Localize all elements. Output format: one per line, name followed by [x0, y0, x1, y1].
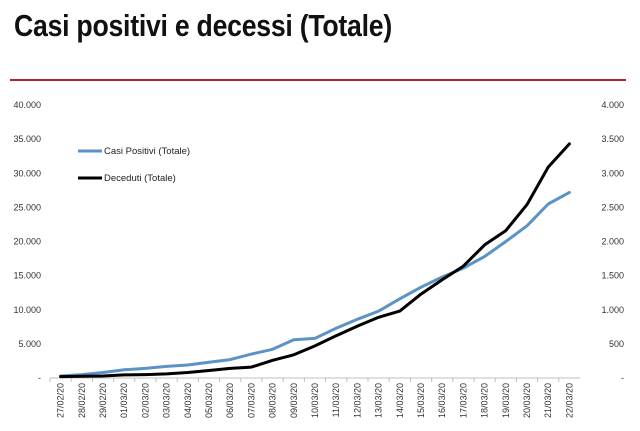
x-tick-label: 14/03/20 — [395, 383, 405, 418]
x-tick-label: 10/03/20 — [310, 383, 320, 418]
x-tick-label: 11/03/20 — [331, 383, 341, 417]
legend-label-deceduti: Deceduti (Totale) — [104, 173, 176, 184]
x-tick-label: 27/02/20 — [56, 383, 66, 418]
slide-title: Casi positivi e decessi (Totale) — [14, 8, 392, 43]
y-left-tick-label: 30.000 — [13, 168, 41, 178]
x-tick-label: 18/03/20 — [480, 383, 490, 418]
y-right-tick-label: 3.500 — [601, 134, 624, 144]
y-right-tick-label: 3.000 — [601, 168, 624, 178]
legend: Casi Positivi (Totale) Deceduti (Totale) — [78, 146, 190, 184]
x-tick-label: 20/03/20 — [522, 383, 532, 418]
y-right-tick-label: 4.000 — [601, 100, 624, 110]
x-tick-label: 28/02/20 — [77, 383, 87, 418]
y-left-tick-label: 5.000 — [18, 339, 41, 349]
x-tick-label: 16/03/20 — [437, 383, 447, 418]
x-tick-label: 09/03/20 — [289, 383, 299, 418]
y-left-tick-label: 20.000 — [13, 237, 41, 247]
y-left-tick-label: - — [38, 373, 41, 383]
series-lines — [59, 142, 571, 379]
y-left-tick-label: 35.000 — [13, 134, 41, 144]
series-line-deceduti-totale — [59, 142, 571, 379]
axes: - 5.000 10.000 15.000 20.000 25.000 30.000 35.0… — [13, 100, 624, 418]
x-tick-label: 01/03/20 — [119, 383, 129, 418]
y-right-tick-label: 2.000 — [601, 237, 624, 247]
y-left-tick-label: 40.000 — [13, 100, 41, 110]
x-tick-label: 13/03/20 — [374, 383, 384, 418]
y-right-tick-label: 1.500 — [601, 271, 624, 281]
x-tick-label: 15/03/20 — [416, 383, 426, 418]
x-tick-label: 08/03/20 — [268, 383, 278, 418]
y-right-tick-label: 500 — [609, 339, 624, 349]
x-tick-label: 17/03/20 — [458, 383, 468, 418]
x-tick-label: 07/03/20 — [246, 383, 256, 418]
legend-label-casi-positivi: Casi Positivi (Totale) — [104, 146, 190, 157]
y-left-tick-label: 10.000 — [13, 305, 41, 315]
x-tick-label: 04/03/20 — [183, 383, 193, 418]
series-line-casi-positivi-totale — [59, 190, 571, 378]
y-right-tick-label: 1.000 — [601, 305, 624, 315]
x-tick-label: 21/03/20 — [543, 383, 553, 418]
x-tick-label: 03/03/20 — [162, 383, 172, 418]
x-tick-label: 12/03/20 — [352, 383, 362, 418]
x-tick-label: 02/03/20 — [140, 383, 150, 418]
y-left-tick-label: 15.000 — [13, 271, 41, 281]
x-tick-label: 22/03/20 — [564, 383, 574, 418]
y-left-tick-label: 25.000 — [13, 202, 41, 212]
x-tick-label: 05/03/20 — [204, 383, 214, 418]
x-tick-label: 19/03/20 — [501, 383, 511, 418]
y-right-tick-label: 2.500 — [601, 202, 624, 212]
title-divider — [10, 79, 626, 81]
x-tick-label: 29/02/20 — [98, 383, 108, 418]
y-right-tick-label: - — [621, 373, 624, 383]
x-tick-label: 06/03/20 — [225, 383, 235, 418]
